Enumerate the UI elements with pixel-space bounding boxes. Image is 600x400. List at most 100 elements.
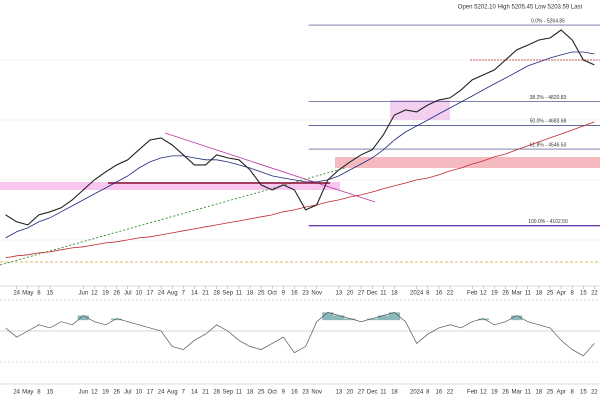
- x-tick-label: Dec: [367, 390, 378, 396]
- x-tick-label: Mar: [511, 390, 521, 396]
- x-tick-label: 24: [158, 291, 165, 297]
- x-tick-label: 26: [502, 390, 509, 396]
- x-tick-label: 24: [13, 390, 20, 396]
- x-tick-label: Apr: [556, 291, 565, 297]
- x-tick-label: 25: [258, 390, 265, 396]
- x-tick-label: Mar: [511, 291, 521, 297]
- x-tick-label: Nov: [311, 390, 322, 396]
- x-tick-label: 11: [236, 291, 243, 297]
- trendline-down: [164, 132, 376, 203]
- x-tick-label: 18: [391, 390, 398, 396]
- osc-highlight: [377, 315, 389, 321]
- x-tick-label: 18: [247, 390, 254, 396]
- x-tick-label: 28: [213, 390, 220, 396]
- price-line: [5, 29, 595, 226]
- x-tick-label: Sep: [222, 390, 233, 396]
- resistance-zone: [335, 157, 600, 168]
- x-tick-label: Jul: [124, 390, 132, 396]
- x-tick-label: 20: [347, 390, 354, 396]
- x-tick-label: 13: [336, 390, 343, 396]
- x-tick-label: 26: [502, 291, 509, 297]
- x-tick-label: Oct: [268, 291, 278, 297]
- x-tick-label: 8: [37, 291, 41, 297]
- x-tick-label: Jun: [78, 291, 88, 297]
- x-tick-label: 16: [436, 390, 443, 396]
- x-tick-label: 25: [547, 390, 554, 396]
- x-tick-label: Jul: [124, 291, 132, 297]
- osc-highlight: [388, 312, 400, 321]
- x-tick-label: 15: [47, 291, 54, 297]
- x-tick-label: 20: [347, 291, 354, 297]
- x-tick-label: 8: [571, 390, 575, 396]
- ohlc-header: Open 5202.10 High 5205.45 Low 5203.59 La…: [458, 5, 583, 11]
- x-tick-label: 8: [426, 390, 430, 396]
- x-tick-label: 2024: [410, 390, 424, 396]
- x-tick-label: 12: [91, 291, 98, 297]
- x-tick-label: Oct: [268, 390, 278, 396]
- x-tick-label: 18: [247, 291, 254, 297]
- x-tick-label: 18: [391, 291, 398, 297]
- osc-highlight: [366, 318, 378, 321]
- x-tick-label: 14: [191, 390, 198, 396]
- x-tick-label: 11: [380, 291, 387, 297]
- x-tick-label: 10: [136, 291, 143, 297]
- x-tick-label: Sep: [222, 291, 233, 297]
- x-tick-label: Aug: [167, 390, 178, 396]
- x-tick-label: 21: [202, 291, 209, 297]
- x-tick-label: 14: [191, 291, 198, 297]
- fib-label: 50.0% - 4683.68: [530, 119, 567, 125]
- x-tick-label: 28: [213, 291, 220, 297]
- x-tick-label: May: [22, 291, 33, 297]
- x-tick-label: 16: [291, 390, 298, 396]
- x-tick-label: 16: [291, 291, 298, 297]
- fib-label: 38.2% - 4820.83: [530, 95, 567, 101]
- x-tick-label: 27: [358, 291, 365, 297]
- osc-highlight: [111, 318, 123, 321]
- x-tick-label: 11: [236, 390, 243, 396]
- oscillator-line: [5, 312, 595, 357]
- x-tick-label: 18: [536, 390, 543, 396]
- x-tick-label: 26: [113, 390, 120, 396]
- x-tick-label: 11: [525, 390, 532, 396]
- x-tick-label: 12: [480, 291, 487, 297]
- x-tick-label: 7: [182, 291, 186, 297]
- x-tick-label: 15: [580, 291, 587, 297]
- x-tick-label: 11: [525, 291, 532, 297]
- x-tick-label: 2024: [410, 291, 424, 297]
- moving-average: [5, 121, 595, 259]
- x-tick-label: 18: [536, 291, 543, 297]
- x-tick-label: 11: [380, 390, 387, 396]
- moving-average: [5, 51, 595, 239]
- x-tick-label: 22: [591, 390, 598, 396]
- osc-highlight: [511, 315, 523, 321]
- x-tick-label: 23: [302, 390, 309, 396]
- x-tick-label: 21: [202, 390, 209, 396]
- x-tick-label: 13: [336, 291, 343, 297]
- x-tick-label: 8: [37, 390, 41, 396]
- x-tick-label: 12: [91, 390, 98, 396]
- x-tick-label: 10: [136, 390, 143, 396]
- x-tick-label: May: [22, 390, 33, 396]
- osc-highlight: [322, 312, 334, 321]
- x-tick-label: 9: [282, 291, 286, 297]
- x-tick-label: Aug: [167, 291, 178, 297]
- x-tick-label: Nov: [311, 291, 322, 297]
- x-tick-label: 8: [571, 291, 575, 297]
- x-tick-label: 19: [491, 291, 498, 297]
- x-tick-label: 9: [282, 390, 286, 396]
- x-tick-label: Jun: [78, 390, 88, 396]
- x-tick-label: Dec: [367, 291, 378, 297]
- x-tick-label: 7: [182, 390, 186, 396]
- x-tick-label: 16: [436, 291, 443, 297]
- fib-label: 0.0% - 5264.85: [531, 18, 565, 24]
- x-tick-label: 22: [447, 390, 454, 396]
- x-tick-label: 19: [491, 390, 498, 396]
- x-tick-label: 19: [102, 390, 109, 396]
- x-tick-label: 15: [47, 390, 54, 396]
- x-tick-label: 22: [447, 291, 454, 297]
- x-tick-label: 27: [358, 390, 365, 396]
- x-tick-label: 26: [113, 291, 120, 297]
- x-tick-label: Feb: [467, 291, 478, 297]
- x-tick-label: Apr: [556, 390, 565, 396]
